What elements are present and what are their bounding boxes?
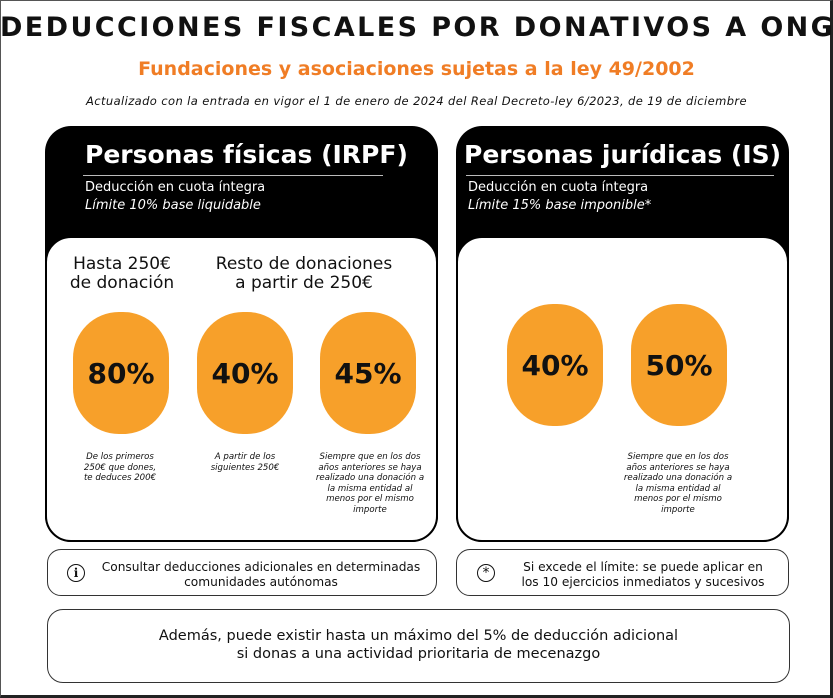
rate-45-badge: 45%	[320, 312, 416, 434]
note-line: importe	[661, 504, 695, 515]
note-line: De los primeros	[86, 452, 154, 462]
companies-deduction-type: Deducción en cuota íntegra	[468, 180, 649, 195]
regional-deductions-line2: comunidades autónomas	[184, 575, 338, 589]
limit-carryover-line1: Si excede el límite: se puede aplicar en	[523, 560, 763, 574]
note-line: menos por el mismo	[326, 494, 414, 504]
companies-divider	[466, 175, 774, 176]
regional-deductions-box: i Consultar deducciones adicionales en d…	[47, 549, 437, 596]
note-line: realizado una donación a	[315, 473, 425, 483]
rate-80-badge: 80%	[73, 312, 169, 434]
note-line: años anteriores se haya	[318, 462, 422, 473]
first-250-heading-line2: de donación	[69, 273, 175, 293]
note-line: 250€ que dones,	[83, 462, 157, 473]
individuals-deduction-type: Deducción en cuota íntegra	[85, 180, 266, 195]
companies-limit: Límite 15% base imponible*	[468, 198, 652, 213]
rate-40-company-badge: 40%	[507, 304, 603, 426]
additional-deduction-box: Además, puede existir hasta un máximo de…	[47, 609, 790, 683]
additional-deduction-line1: Además, puede existir hasta un máximo de…	[158, 628, 679, 644]
companies-panel: Personas jurídicas (IS) Deducción en cuo…	[456, 126, 789, 542]
note-line: importe	[353, 504, 387, 515]
rate-45-note: Siempre que en los dos años anteriores s…	[305, 452, 435, 515]
limit-carryover-text: Si excede el límite: se puede aplicar en…	[503, 560, 783, 590]
info-icon: i	[67, 564, 85, 582]
rest-donations-heading: Resto de donaciones a partir de 250€	[199, 255, 409, 293]
individuals-rates-card: Hasta 250€ de donación Resto de donacion…	[45, 236, 438, 542]
limit-carryover-box: * Si excede el límite: se puede aplicar …	[456, 549, 789, 596]
page-subtitle: Fundaciones y asociaciones sujetas a la …	[138, 58, 695, 80]
note-line: menos por el mismo	[634, 494, 722, 504]
individuals-title: Personas físicas (IRPF)	[85, 140, 408, 169]
asterisk-icon: *	[477, 564, 495, 582]
note-line: A partir de los	[214, 452, 276, 462]
note-line: la misma entidad al	[635, 483, 721, 494]
companies-title: Personas jurídicas (IS)	[464, 140, 782, 169]
individuals-divider	[83, 175, 383, 176]
note-line: la misma entidad al	[327, 483, 413, 494]
additional-deduction-text: Además, puede existir hasta un máximo de…	[48, 627, 789, 663]
note-line: te deduces 200€	[83, 473, 157, 483]
note-line: siguientes 250€	[210, 462, 280, 473]
note-line: Siempre que en los dos	[319, 452, 421, 462]
limit-carryover-line2: los 10 ejercicios inmediatos y sucesivos	[521, 575, 765, 589]
rate-40-note: A partir de los siguientes 250€	[189, 452, 301, 473]
individuals-limit: Límite 10% base liquidable	[85, 198, 261, 213]
rate-50-company-badge: 50%	[631, 304, 727, 426]
note-line: realizado una donación a	[623, 473, 733, 483]
first-250-heading-line1: Hasta 250€	[73, 254, 171, 274]
rest-donations-heading-line1: Resto de donaciones	[215, 254, 393, 274]
individuals-panel: Personas físicas (IRPF) Deducción en cuo…	[45, 126, 438, 542]
rate-80-note: De los primeros 250€ que dones, te deduc…	[65, 452, 175, 484]
rate-50-company-note: Siempre que en los dos años anteriores s…	[608, 452, 748, 515]
note-line: Siempre que en los dos	[627, 452, 729, 462]
companies-rates-card: 40% 50% Siempre que en los dos años ante…	[456, 236, 789, 542]
update-note: Actualizado con la entrada en vigor el 1…	[85, 94, 747, 108]
regional-deductions-line1: Consultar deducciones adicionales en det…	[101, 560, 421, 574]
page-title: DEDUCCIONES FISCALES POR DONATIVOS A ONG	[0, 12, 833, 43]
regional-deductions-text: Consultar deducciones adicionales en det…	[96, 560, 426, 590]
rate-40-badge: 40%	[197, 312, 293, 434]
first-250-heading: Hasta 250€ de donación	[51, 255, 193, 293]
note-line: años anteriores se haya	[626, 462, 730, 473]
rest-donations-heading-line2: a partir de 250€	[235, 273, 373, 293]
additional-deduction-line2: si donas a una actividad prioritaria de …	[236, 646, 601, 662]
